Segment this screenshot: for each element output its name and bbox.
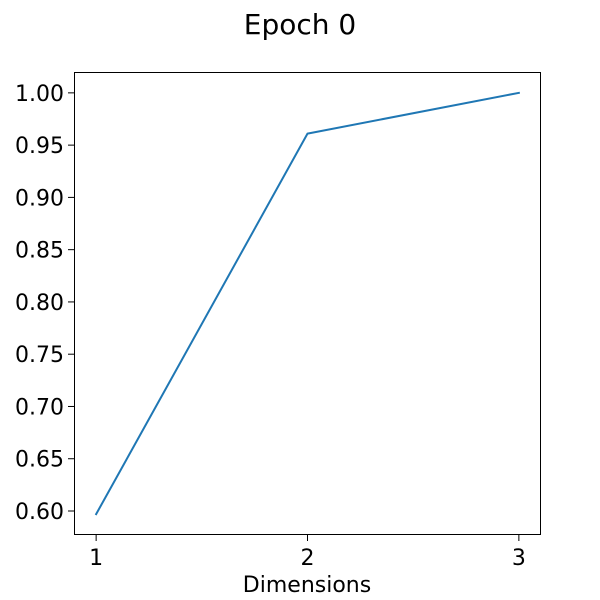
x-axis-label: Dimensions xyxy=(243,573,371,598)
series-layer xyxy=(94,91,521,516)
plot-area-frame xyxy=(74,72,541,535)
y-tick-label: 0.90 xyxy=(15,186,64,211)
y-tick-label: 0.85 xyxy=(15,239,64,264)
series-line xyxy=(94,91,521,516)
x-tick-label: 1 xyxy=(89,546,103,571)
chart-title: Epoch 0 xyxy=(244,8,356,41)
y-tick-label: 0.95 xyxy=(15,134,64,159)
y-tick-label: 0.70 xyxy=(15,395,64,420)
x-tick-label: 2 xyxy=(301,546,315,571)
y-tick-label: 0.65 xyxy=(15,448,64,473)
x-axis: 1 2 3 xyxy=(89,534,526,571)
x-tick-label: 3 xyxy=(512,546,526,571)
y-tick-label: 0.60 xyxy=(15,500,64,525)
y-tick-label: 0.80 xyxy=(15,291,64,316)
y-axis: 0.60 0.65 0.70 0.75 0.80 0.85 0.90 0.95 1.00 xyxy=(15,82,75,525)
y-tick-label: 0.75 xyxy=(15,343,64,368)
y-tick-label: 1.00 xyxy=(15,82,64,107)
